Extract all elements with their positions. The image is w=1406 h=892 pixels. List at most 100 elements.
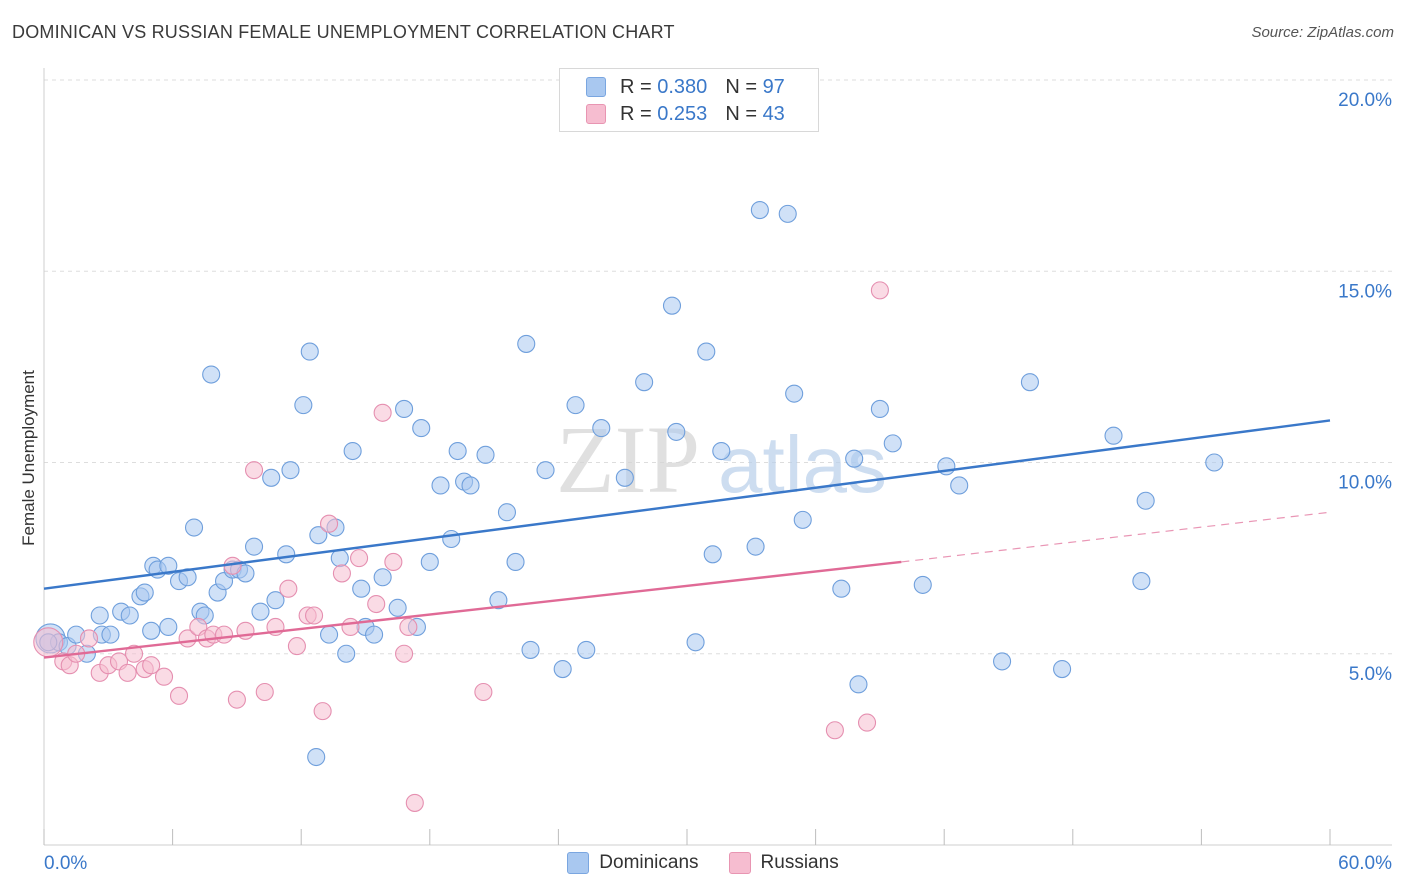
- legend-n-label: N =: [725, 75, 757, 98]
- dominican-point: [870, 399, 889, 419]
- russian-point: [255, 682, 274, 702]
- dominican-point: [517, 334, 536, 353]
- dominican-point: [750, 201, 769, 220]
- watermark-atlas: atlas: [718, 420, 887, 509]
- dominican-point: [950, 476, 969, 495]
- legend-r-value: 0.253: [657, 102, 708, 125]
- dominican-trendline: [43, 419, 1331, 590]
- dominican-point: [412, 419, 431, 438]
- russian-point: [405, 793, 424, 812]
- dominican-point: [300, 342, 319, 361]
- dominican-point: [785, 384, 804, 403]
- russian-point: [313, 702, 332, 721]
- dominican-point: [883, 434, 902, 453]
- dominican-point: [159, 556, 178, 575]
- watermark-zip: ZIP: [556, 406, 700, 513]
- russian-point: [142, 656, 161, 675]
- y-tick-label: 5.0%: [1349, 664, 1392, 685]
- dominican-point: [476, 445, 495, 464]
- dominican-point: [849, 675, 868, 694]
- dominican-point: [1132, 572, 1151, 591]
- dominican-point: [697, 342, 716, 361]
- russian-point: [169, 686, 189, 705]
- dominican-point: [913, 575, 932, 594]
- russian-point: [118, 663, 137, 682]
- russians-label: Russians: [760, 852, 839, 873]
- dominican-point: [746, 537, 765, 556]
- russian-point: [350, 549, 369, 568]
- legend-item-dominicans[interactable]: Dominicans: [567, 852, 699, 874]
- dominican-point: [703, 545, 722, 564]
- russian-point: [124, 644, 144, 663]
- legend-n-label: N =: [725, 102, 757, 125]
- dominican-point: [307, 747, 326, 767]
- dominican-point: [832, 579, 851, 598]
- russian-point: [870, 281, 889, 300]
- dominican-point: [506, 552, 525, 572]
- dominican-point: [159, 617, 178, 637]
- dominican-point: [352, 579, 371, 598]
- dominican-point: [90, 606, 109, 625]
- dominican-point: [536, 461, 555, 480]
- dominican-point: [577, 640, 596, 659]
- dominican-point: [365, 625, 384, 644]
- russian-point: [79, 629, 99, 648]
- dominican-point: [1053, 659, 1072, 679]
- chart-title: DOMINICAN VS RUSSIAN FEMALE UNEMPLOYMENT…: [12, 22, 675, 42]
- dominican-point: [262, 468, 281, 487]
- dominican-point: [294, 396, 313, 415]
- dominican-point: [448, 441, 467, 461]
- russian-point: [367, 594, 386, 614]
- dominican-point: [845, 449, 864, 468]
- dominican-point: [993, 652, 1012, 671]
- dominican-point: [778, 204, 797, 223]
- dominican-point: [1136, 491, 1155, 510]
- dominicans-swatch: [567, 852, 590, 874]
- y-tick-label: 10.0%: [1338, 473, 1392, 494]
- russian-point: [279, 579, 298, 598]
- dominican-point: [395, 399, 414, 419]
- dominican-point: [343, 441, 362, 461]
- series-legend: Dominicans Russians: [0, 852, 1406, 874]
- y-tick-label: 15.0%: [1338, 281, 1392, 302]
- dominican-point: [266, 591, 285, 610]
- russian-point: [474, 682, 493, 702]
- x-tick-label-max: 60.0%: [1338, 853, 1392, 874]
- legend-r-label: R =: [620, 75, 652, 98]
- dominican-point: [615, 468, 634, 487]
- russian-point: [214, 625, 234, 644]
- dominican-point: [309, 526, 328, 545]
- russian-point: [244, 461, 264, 480]
- dominican-point: [662, 296, 682, 315]
- russian-trendline: [43, 560, 902, 659]
- dominican-point: [244, 537, 264, 556]
- dominican-point: [135, 583, 154, 602]
- y-axis-label: Female Unemployment: [19, 370, 38, 546]
- russian-point: [154, 667, 174, 686]
- dominican-point: [793, 510, 812, 529]
- dominican-point: [442, 529, 461, 549]
- dominican-point: [420, 552, 439, 572]
- dominican-point: [202, 365, 221, 384]
- dominican-point: [566, 396, 585, 415]
- russian-point: [825, 721, 844, 740]
- dominican-point: [281, 461, 300, 480]
- legend-n-value: 97: [762, 75, 785, 98]
- dominican-point: [431, 476, 450, 495]
- dominican-point: [667, 422, 686, 441]
- russian-point: [33, 627, 64, 658]
- source-credit: Source: ZipAtlas.com: [1251, 24, 1394, 41]
- russian-point: [395, 644, 414, 663]
- legend-r-label: R =: [620, 102, 652, 125]
- legend-item-russians[interactable]: Russians: [728, 852, 839, 874]
- legend-row-russians: R = 0.253 N = 43: [586, 102, 785, 126]
- x-tick-label-min: 0.0%: [44, 853, 87, 874]
- russian-point: [399, 617, 418, 637]
- russian-trendline-extension: [901, 511, 1331, 563]
- russian-point: [227, 690, 246, 709]
- russian-point: [305, 606, 324, 625]
- legend-n-value: 43: [762, 102, 785, 125]
- dominican-point: [330, 549, 349, 568]
- dominican-point: [277, 545, 296, 564]
